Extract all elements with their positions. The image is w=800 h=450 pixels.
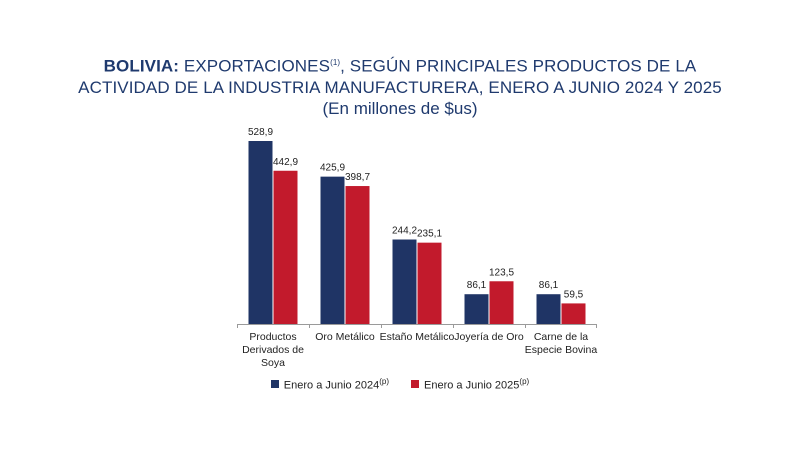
title-country: BOLIVIA: [103,56,180,76]
data-label-2025: 398,7 [345,172,370,183]
data-label-2024: 86,1 [539,280,559,291]
title-part-2: , SEGÚN PRINCIPALES PRODUCTOS DE LA [340,56,697,76]
legend-text-2025: Enero a Junio 2025 [424,379,520,392]
bar-2025 [417,242,442,324]
data-label-2025: 59,5 [564,289,584,300]
x-tick-label-line: Especie Bovina [525,344,598,356]
bar-2025 [561,303,586,324]
bar-2024 [320,176,345,324]
chart-legend: Enero a Junio 2024(p) Enero a Junio 2025… [0,377,800,392]
x-tick-label: Oro Metálico [315,331,375,343]
title-part-1: EXPORTACIONES [179,56,331,76]
legend-swatch-2024 [270,380,279,389]
data-label-2024: 425,9 [320,163,345,174]
data-label-2025: 235,1 [417,229,442,240]
legend-sup-2025: (p) [519,377,530,386]
data-label-2025: 442,9 [273,157,298,168]
legend-swatch-2025 [411,380,419,389]
data-label-2024: 528,9 [248,127,273,138]
bar-2024 [248,141,273,324]
x-tick-label-line: Carne de la [534,331,588,343]
x-tick-label-line: Productos [249,331,296,343]
x-tick-label: Carne de la Especie Bovina [525,331,598,356]
data-label-2024: 86,1 [467,280,487,291]
chart-title: BOLIVIA: EXPORTACIONES(1), SEGÚN PRINCIP… [0,52,800,119]
x-tick-label-line: Soya [261,357,285,369]
data-label-2024: 244,2 [392,226,417,237]
legend-text-2024: Enero a Junio 2024 [283,379,380,392]
x-tick-label-line: Derivados de [242,344,304,356]
x-tick-label: Productos Derivados de Soya [242,331,304,369]
bar-2024 [392,239,417,324]
chart-subtitle: (En millones de $us) [322,98,478,118]
legend-item-2025: Enero a Junio 2025(p) [411,377,529,392]
bar-2025 [345,186,370,324]
data-label-2025: 123,5 [489,267,514,278]
x-tick-label: Estaño Metálico [380,331,455,343]
x-tick-label-line: Oro Metálico [315,331,375,343]
legend-item-2024: Enero a Junio 2024(p) [270,377,389,392]
bar-2025 [489,281,514,324]
legend-sup-2024: (p) [379,377,389,386]
bar-2024 [536,294,561,324]
legend-label-2025: Enero a Junio 2025(p) [424,377,529,392]
title-note: (1) [330,58,341,67]
legend-label-2024: Enero a Junio 2024(p) [284,377,389,392]
x-tick-label-line: Joyería de Oro [454,331,524,343]
x-tick-label: Joyería de Oro [454,331,524,343]
bar-2025 [273,170,298,324]
bar-2024 [464,294,489,324]
x-tick-label-line: Estaño Metálico [380,331,455,343]
title-line-1: BOLIVIA: EXPORTACIONES(1), SEGÚN PRINCIP… [0,52,800,77]
title-line-2: ACTIVIDAD DE LA INDUSTRIA MANUFACTURERA,… [78,77,722,97]
